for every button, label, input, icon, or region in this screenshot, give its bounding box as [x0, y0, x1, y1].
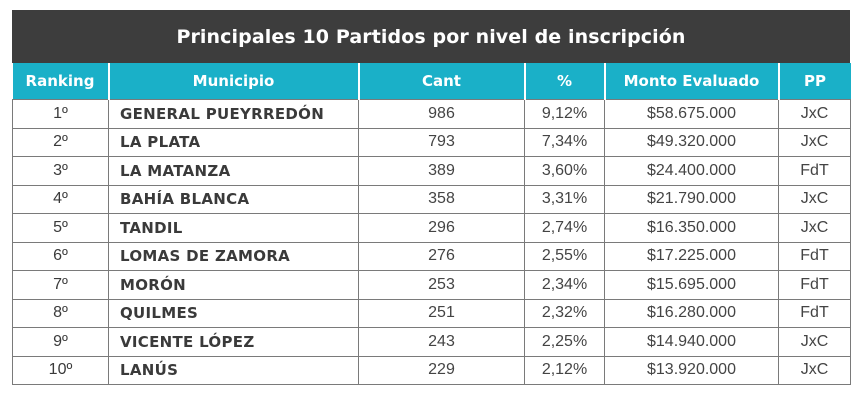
cell-municipio: LA PLATA [108, 127, 359, 157]
table-row: 2º LA PLATA 793 7,34% $49.320.000 JxC [12, 127, 851, 157]
table-row: 1º GENERAL PUEYRREDÓN 986 9,12% $58.675.000 J… [12, 99, 851, 129]
table-body: 1º GENERAL PUEYRREDÓN 986 9,12% $58.675.000 J… [12, 99, 851, 385]
cell-percent: 2,55% [524, 241, 605, 271]
table-row: 5º TANDIL 296 2,74% $16.350.000 JxC [12, 213, 851, 243]
cell-pp: JxC [778, 327, 851, 357]
cell-ranking: 10º [12, 355, 109, 385]
cell-cant: 793 [358, 127, 525, 157]
cell-municipio: MORÓN [108, 270, 359, 300]
cell-percent: 2,25% [524, 327, 605, 357]
cell-ranking: 9º [12, 327, 109, 357]
cell-cant: 986 [358, 99, 525, 129]
cell-municipio: LA MATANZA [108, 156, 359, 186]
table-row: 6º LOMAS DE ZAMORA 276 2,55% $17.225.000 FdT [12, 241, 851, 271]
column-header-percent: % [523, 63, 606, 100]
column-header-pp: PP [777, 63, 851, 100]
cell-percent: 7,34% [524, 127, 605, 157]
cell-municipio: LANÚS [108, 355, 359, 385]
table-row: 3º LA MATANZA 389 3,60% $24.400.000 FdT [12, 156, 851, 186]
cell-pp: JxC [778, 127, 851, 157]
cell-pp: JxC [778, 184, 851, 214]
cell-ranking: 7º [12, 270, 109, 300]
cell-pp: FdT [778, 298, 851, 328]
column-header-cant: Cant [357, 63, 526, 100]
cell-cant: 296 [358, 213, 525, 243]
cell-percent: 9,12% [524, 99, 605, 129]
cell-percent: 2,32% [524, 298, 605, 328]
cell-monto: $16.280.000 [604, 298, 779, 328]
cell-monto: $24.400.000 [604, 156, 779, 186]
cell-pp: JxC [778, 99, 851, 129]
cell-ranking: 6º [12, 241, 109, 271]
cell-pp: JxC [778, 213, 851, 243]
cell-percent: 3,31% [524, 184, 605, 214]
cell-cant: 243 [358, 327, 525, 357]
cell-municipio: VICENTE LÓPEZ [108, 327, 359, 357]
cell-ranking: 1º [12, 99, 109, 129]
table-row: 4º BAHÍA BLANCA 358 3,31% $21.790.000 JxC [12, 184, 851, 214]
cell-monto: $14.940.000 [604, 327, 779, 357]
cell-municipio: GENERAL PUEYRREDÓN [108, 99, 359, 129]
table-row: 9º VICENTE LÓPEZ 243 2,25% $14.940.000 JxC [12, 327, 851, 357]
cell-pp: FdT [778, 241, 851, 271]
table-row: 8º QUILMES 251 2,32% $16.280.000 FdT [12, 298, 851, 328]
table-row: 10º LANÚS 229 2,12% $13.920.000 JxC [12, 355, 851, 385]
cell-percent: 2,12% [524, 355, 605, 385]
cell-monto: $15.695.000 [604, 270, 779, 300]
column-header-municipio: Municipio [107, 63, 360, 100]
table-header-row: Ranking Municipio Cant % Monto Evaluado … [12, 63, 851, 100]
cell-monto: $21.790.000 [604, 184, 779, 214]
cell-ranking: 4º [12, 184, 109, 214]
cell-cant: 358 [358, 184, 525, 214]
cell-municipio: BAHÍA BLANCA [108, 184, 359, 214]
cell-cant: 276 [358, 241, 525, 271]
ranking-table: Ranking Municipio Cant % Monto Evaluado … [12, 63, 851, 385]
cell-ranking: 2º [12, 127, 109, 157]
cell-pp: FdT [778, 156, 851, 186]
ranking-table-card: Principales 10 Partidos por nivel de ins… [12, 10, 851, 385]
cell-cant: 389 [358, 156, 525, 186]
cell-ranking: 3º [12, 156, 109, 186]
cell-percent: 2,74% [524, 213, 605, 243]
cell-cant: 251 [358, 298, 525, 328]
column-header-monto: Monto Evaluado [603, 63, 780, 100]
cell-pp: JxC [778, 355, 851, 385]
cell-cant: 253 [358, 270, 525, 300]
cell-monto: $16.350.000 [604, 213, 779, 243]
cell-municipio: QUILMES [108, 298, 359, 328]
table-title: Principales 10 Partidos por nivel de ins… [12, 10, 850, 63]
table-row: 7º MORÓN 253 2,34% $15.695.000 FdT [12, 270, 851, 300]
cell-monto: $58.675.000 [604, 99, 779, 129]
cell-pp: FdT [778, 270, 851, 300]
cell-ranking: 8º [12, 298, 109, 328]
cell-municipio: LOMAS DE ZAMORA [108, 241, 359, 271]
cell-monto: $17.225.000 [604, 241, 779, 271]
column-header-ranking: Ranking [12, 63, 110, 100]
cell-monto: $49.320.000 [604, 127, 779, 157]
cell-municipio: TANDIL [108, 213, 359, 243]
cell-cant: 229 [358, 355, 525, 385]
cell-percent: 3,60% [524, 156, 605, 186]
cell-ranking: 5º [12, 213, 109, 243]
cell-monto: $13.920.000 [604, 355, 779, 385]
cell-percent: 2,34% [524, 270, 605, 300]
